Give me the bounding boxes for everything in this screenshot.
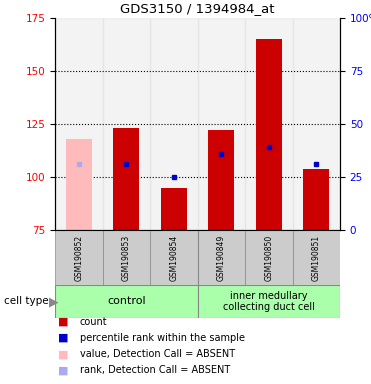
Bar: [66, 139, 92, 230]
Text: GSM190852: GSM190852: [74, 235, 83, 281]
Bar: [161, 188, 187, 230]
Bar: [55, 285, 197, 318]
Text: ■: ■: [58, 317, 68, 327]
Text: control: control: [107, 296, 145, 306]
Bar: [150, 230, 197, 285]
Text: ■: ■: [58, 349, 68, 359]
Text: ■: ■: [58, 366, 68, 376]
Bar: [292, 18, 340, 230]
Bar: [55, 230, 102, 285]
Text: ■: ■: [58, 333, 68, 343]
Bar: [102, 230, 150, 285]
Bar: [55, 18, 102, 230]
Title: GDS3150 / 1394984_at: GDS3150 / 1394984_at: [120, 2, 275, 15]
Bar: [292, 230, 340, 285]
Text: rank, Detection Call = ABSENT: rank, Detection Call = ABSENT: [80, 366, 230, 376]
Bar: [197, 285, 340, 318]
Bar: [102, 18, 150, 230]
Bar: [208, 130, 234, 230]
Text: inner medullary
collecting duct cell: inner medullary collecting duct cell: [223, 291, 315, 312]
Bar: [245, 18, 292, 230]
Text: count: count: [80, 317, 107, 327]
Text: GSM190850: GSM190850: [264, 234, 273, 281]
Bar: [197, 230, 245, 285]
Text: GSM190853: GSM190853: [122, 234, 131, 281]
Text: ▶: ▶: [49, 295, 59, 308]
Bar: [245, 230, 292, 285]
Text: cell type: cell type: [4, 296, 48, 306]
Bar: [150, 18, 197, 230]
Bar: [256, 39, 282, 230]
Text: GSM190849: GSM190849: [217, 234, 226, 281]
Text: GSM190851: GSM190851: [312, 235, 321, 281]
Text: GSM190854: GSM190854: [169, 234, 178, 281]
Bar: [303, 169, 329, 230]
Bar: [113, 128, 139, 230]
Bar: [197, 18, 245, 230]
Text: value, Detection Call = ABSENT: value, Detection Call = ABSENT: [80, 349, 235, 359]
Text: percentile rank within the sample: percentile rank within the sample: [80, 333, 245, 343]
